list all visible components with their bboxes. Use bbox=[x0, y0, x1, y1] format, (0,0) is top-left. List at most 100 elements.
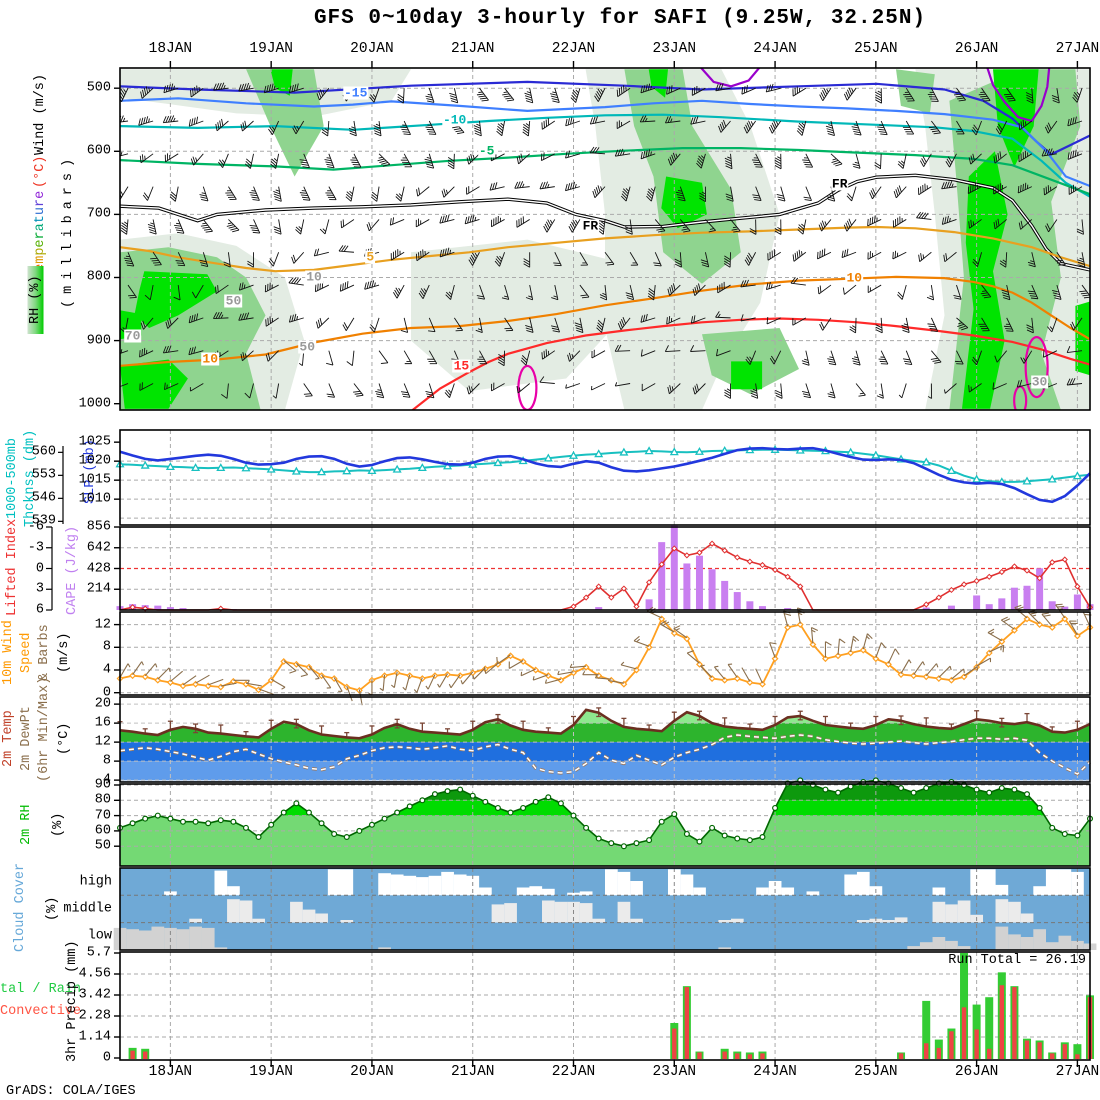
tick-label: 19JAN bbox=[249, 40, 293, 57]
tick-label: 5 bbox=[365, 249, 376, 265]
lifted-index-label: Lifted Index bbox=[5, 518, 20, 616]
tick-label: 4.56 bbox=[78, 966, 111, 982]
tick-label: 700 bbox=[86, 206, 111, 222]
tick-label: 60 bbox=[94, 823, 111, 839]
tick-label: 50 bbox=[94, 838, 111, 854]
tick-label: 0 bbox=[102, 1050, 111, 1066]
tick-label: 25JAN bbox=[854, 40, 898, 57]
rh2m-label: 2m RH bbox=[19, 804, 34, 846]
tick-label: 553 bbox=[31, 467, 56, 483]
credit-text: GrADS: COLA/IGES bbox=[6, 1084, 136, 1099]
tick-label: 50 bbox=[298, 339, 317, 355]
cloud-row-low: low bbox=[87, 928, 112, 944]
rh-axis-label: RH (%) bbox=[28, 266, 44, 334]
tick-label: 20 bbox=[94, 696, 111, 712]
chart-title: GFS 0~10day 3-hourly for SAFI (9.25W, 32… bbox=[313, 7, 927, 30]
cloud-row-high: high bbox=[79, 874, 112, 890]
precip-axis-label: 3hr Precip (mm) bbox=[65, 940, 80, 1062]
tick-label: 600 bbox=[86, 143, 111, 159]
dewpt2m-label: 2m DewPt bbox=[19, 706, 34, 772]
tick-label: 1000 bbox=[78, 395, 111, 411]
tick-label: 50 bbox=[224, 293, 243, 309]
millibars-axis-label: (millibars) bbox=[61, 152, 76, 308]
tick-label: 18JAN bbox=[148, 40, 193, 57]
tick-label: 6 bbox=[35, 602, 44, 618]
tick-label: 24JAN bbox=[753, 40, 797, 57]
tick-label: 30 bbox=[1030, 374, 1049, 390]
wind10m-label-1: 10m Wind bbox=[1, 620, 16, 686]
tick-label: -10 bbox=[441, 112, 468, 128]
cloud-cover-label: Cloud Cover bbox=[13, 862, 28, 952]
tick-label: 70 bbox=[123, 328, 142, 344]
minmax-label: (6hr Min/Max) bbox=[37, 676, 52, 782]
tick-label: -5 bbox=[477, 143, 496, 159]
tick-label: 0 bbox=[102, 684, 111, 700]
wind10m-unit-label: (m/s) bbox=[57, 632, 72, 674]
tick-label: -3 bbox=[27, 540, 44, 555]
tick-label: 70 bbox=[94, 807, 111, 823]
tick-label: 25JAN bbox=[854, 1063, 898, 1080]
tick-label: 1020 bbox=[78, 453, 111, 469]
tick-label: 12 bbox=[94, 616, 111, 632]
tick-label: 1015 bbox=[78, 472, 111, 488]
tick-label: 27JAN bbox=[1055, 1063, 1100, 1080]
tick-label: 1.14 bbox=[78, 1029, 111, 1045]
tick-label: 546 bbox=[31, 490, 56, 506]
cloud-row-middle: middle bbox=[63, 901, 112, 917]
rh2m-unit-label: (%) bbox=[51, 812, 66, 838]
tick-label: -6 bbox=[27, 519, 44, 535]
tick-label: 5.7 bbox=[86, 945, 111, 961]
tick-label: 19JAN bbox=[249, 1063, 293, 1080]
tick-label: 1025 bbox=[78, 434, 111, 450]
tick-label: FR bbox=[581, 218, 600, 234]
precip-total-legend: tal / Rain bbox=[0, 982, 82, 997]
tick-label: 18JAN bbox=[148, 1063, 193, 1080]
tick-label: 214 bbox=[86, 581, 111, 597]
tick-label: 8 bbox=[102, 639, 111, 655]
tick-label: 16 bbox=[94, 715, 111, 731]
wind-axis-label: Wind (m/s) bbox=[33, 73, 48, 155]
tick-label: 1010 bbox=[78, 491, 111, 507]
tick-label: 90 bbox=[94, 777, 111, 793]
tick-label: FR bbox=[830, 176, 849, 192]
tick-label: 800 bbox=[86, 269, 111, 285]
tick-label: 0 bbox=[35, 560, 44, 576]
tick-label: 560 bbox=[31, 444, 56, 460]
tick-label: 22JAN bbox=[551, 40, 596, 57]
tick-label: 642 bbox=[86, 540, 111, 555]
tick-label: 3 bbox=[35, 581, 44, 597]
tick-label: 20JAN bbox=[350, 1063, 394, 1080]
tick-label: 2.28 bbox=[78, 1008, 111, 1024]
tick-label: -15 bbox=[343, 85, 369, 101]
tick-label: 15 bbox=[452, 358, 471, 374]
tick-label: 4 bbox=[102, 772, 111, 788]
tick-label: 4 bbox=[102, 662, 111, 678]
tick-label: 21JAN bbox=[450, 1063, 495, 1080]
tick-label: 26JAN bbox=[954, 1063, 999, 1080]
tick-label: 80 bbox=[94, 792, 111, 808]
tick-label: 428 bbox=[86, 560, 111, 576]
tick-label: 900 bbox=[86, 332, 111, 348]
tick-label: 3.42 bbox=[78, 987, 111, 1003]
tick-label: 8 bbox=[102, 753, 111, 769]
tick-label: 21JAN bbox=[450, 40, 495, 57]
cloud-unit-label: (%) bbox=[45, 896, 60, 922]
tick-label: 10 bbox=[201, 351, 220, 367]
tick-label: 23JAN bbox=[652, 40, 697, 57]
temp2m-unit-label: (°C) bbox=[57, 722, 72, 756]
run-total-text: Run Total = 26.19 bbox=[948, 953, 1086, 968]
temp2m-label: 2m Temp bbox=[1, 710, 16, 768]
precip-conv-legend: Convective bbox=[0, 1004, 82, 1019]
tick-label: 20JAN bbox=[350, 40, 394, 57]
cape-axis-label: CAPE (J/kg) bbox=[65, 525, 80, 615]
tick-label: 500 bbox=[86, 80, 111, 96]
thickness-label-1: 1000-500mb bbox=[5, 437, 20, 519]
tick-label: 856 bbox=[86, 519, 111, 535]
wind10m-label-2: Speed bbox=[19, 632, 34, 674]
tick-label: 12 bbox=[94, 734, 111, 750]
tick-label: 23JAN bbox=[652, 1063, 697, 1080]
tick-label: 24JAN bbox=[753, 1063, 797, 1080]
